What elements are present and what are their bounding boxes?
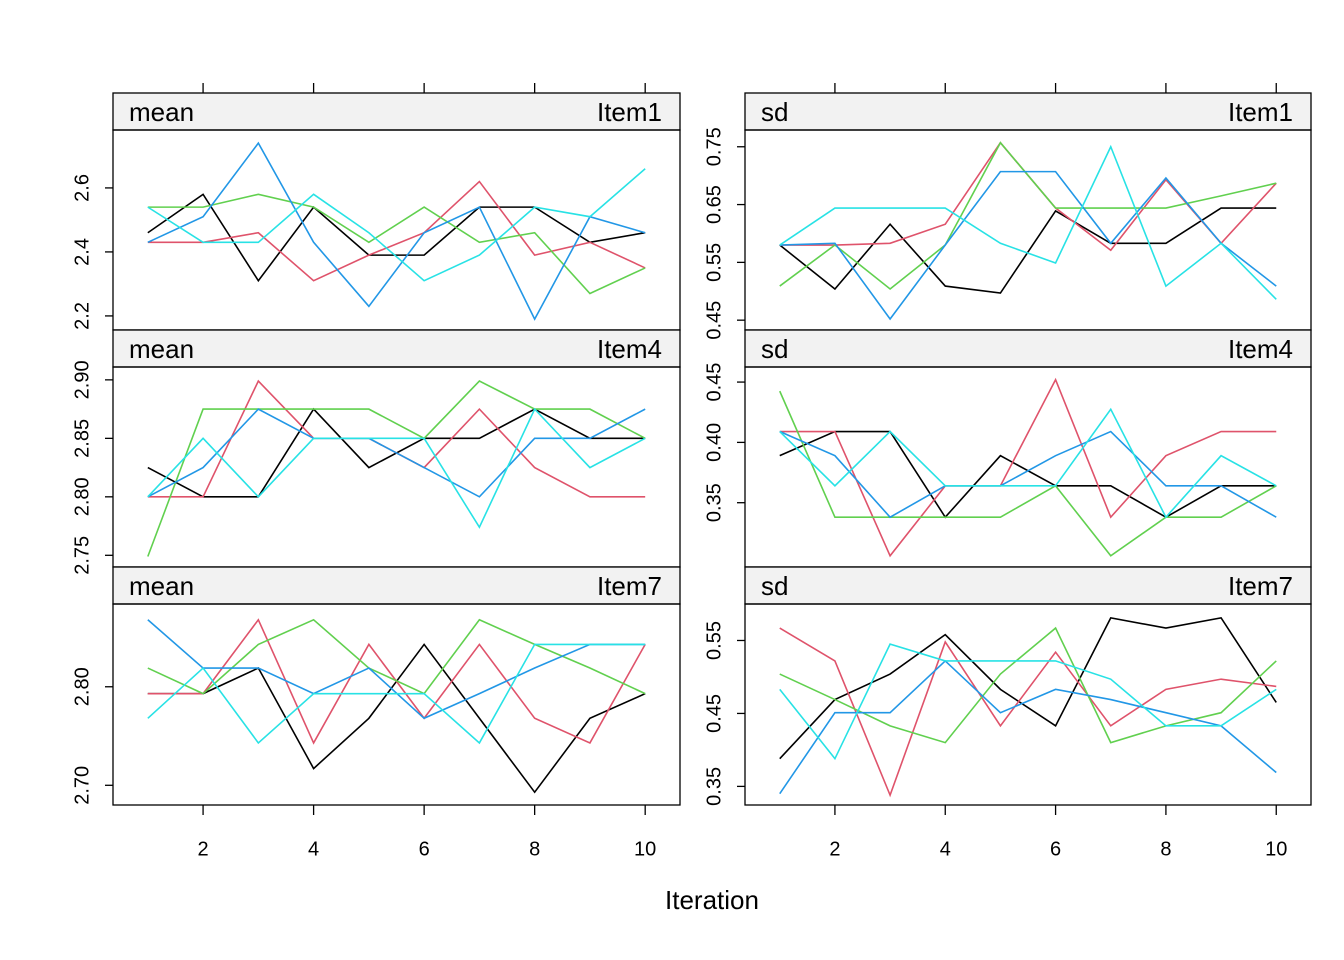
series-line bbox=[779, 141, 1277, 252]
strip-left-label: mean bbox=[129, 334, 194, 364]
x-tick-label: 4 bbox=[940, 838, 951, 860]
panel-frame bbox=[112, 129, 681, 331]
series-line bbox=[779, 141, 1277, 290]
y-tick-label: 2.4 bbox=[71, 238, 93, 266]
y-tick-label: 2.75 bbox=[71, 536, 93, 575]
series-line bbox=[779, 407, 1277, 519]
series-line bbox=[779, 659, 1277, 795]
series-line bbox=[147, 193, 646, 283]
y-tick-label: 2.6 bbox=[71, 174, 93, 202]
panel-frame bbox=[744, 129, 1312, 331]
strip-left-label: sd bbox=[761, 571, 788, 601]
strip-right-label: Item7 bbox=[1228, 571, 1293, 601]
y-tick-label: 0.75 bbox=[703, 127, 725, 166]
strip-left-label: sd bbox=[761, 334, 788, 364]
x-tick-label: 8 bbox=[529, 838, 540, 860]
y-tick-label: 0.55 bbox=[703, 621, 725, 660]
x-tick-label: 10 bbox=[1265, 838, 1287, 860]
x-tick-label: 4 bbox=[308, 838, 319, 860]
strip-left-label: mean bbox=[129, 571, 194, 601]
strip-left-label: sd bbox=[761, 97, 788, 127]
series-line bbox=[147, 643, 646, 745]
series-line bbox=[147, 141, 646, 321]
series-line bbox=[779, 390, 1277, 557]
series-line bbox=[779, 643, 1277, 761]
y-tick-label: 0.35 bbox=[703, 767, 725, 806]
strip bbox=[112, 92, 681, 131]
y-tick-label: 2.85 bbox=[71, 419, 93, 458]
y-tick-label: 0.45 bbox=[703, 363, 725, 402]
y-tick-label: 0.45 bbox=[703, 301, 725, 340]
y-tick-label: 0.65 bbox=[703, 185, 725, 224]
y-tick-label: 2.80 bbox=[71, 667, 93, 706]
series-line bbox=[147, 168, 646, 282]
strip bbox=[744, 329, 1312, 368]
series-line bbox=[779, 616, 1277, 760]
series-line bbox=[779, 377, 1277, 558]
series-line bbox=[147, 380, 646, 557]
series-line bbox=[779, 144, 1277, 300]
x-tick-label: 6 bbox=[419, 838, 430, 860]
x-tick-label: 6 bbox=[1050, 838, 1061, 860]
panel-frame bbox=[744, 603, 1312, 806]
series-line bbox=[147, 408, 646, 498]
series-line bbox=[779, 170, 1277, 321]
strip-left-label: mean bbox=[129, 97, 194, 127]
strip bbox=[744, 92, 1312, 131]
series-line bbox=[147, 193, 646, 295]
strip-right-label: Item7 bbox=[597, 571, 662, 601]
series-line bbox=[147, 407, 646, 529]
strip-right-label: Item1 bbox=[597, 97, 662, 127]
strip-right-label: Item4 bbox=[1228, 334, 1293, 364]
strip bbox=[112, 329, 681, 368]
y-tick-label: 2.80 bbox=[71, 477, 93, 516]
series-line bbox=[147, 180, 646, 282]
x-tick-label: 8 bbox=[1160, 838, 1171, 860]
series-line bbox=[779, 207, 1277, 294]
panel-frame bbox=[112, 603, 681, 806]
series-line bbox=[779, 627, 1277, 798]
y-tick-label: 0.55 bbox=[703, 243, 725, 282]
x-tick-label: 10 bbox=[634, 838, 656, 860]
strip-right-label: Item1 bbox=[1228, 97, 1293, 127]
strip bbox=[112, 566, 681, 605]
y-tick-label: 0.40 bbox=[703, 423, 725, 462]
y-tick-label: 0.45 bbox=[703, 694, 725, 733]
x-axis-title: Iteration bbox=[665, 885, 759, 915]
strip bbox=[744, 566, 1312, 605]
y-tick-label: 0.35 bbox=[703, 483, 725, 522]
x-tick-label: 2 bbox=[198, 838, 209, 860]
y-tick-label: 2.70 bbox=[71, 766, 93, 805]
x-tick-label: 2 bbox=[829, 838, 840, 860]
y-tick-label: 2.2 bbox=[71, 302, 93, 330]
strip-right-label: Item4 bbox=[597, 334, 662, 364]
y-tick-label: 2.90 bbox=[71, 360, 93, 399]
panel-frame bbox=[744, 366, 1312, 568]
panel-frame bbox=[112, 366, 681, 568]
